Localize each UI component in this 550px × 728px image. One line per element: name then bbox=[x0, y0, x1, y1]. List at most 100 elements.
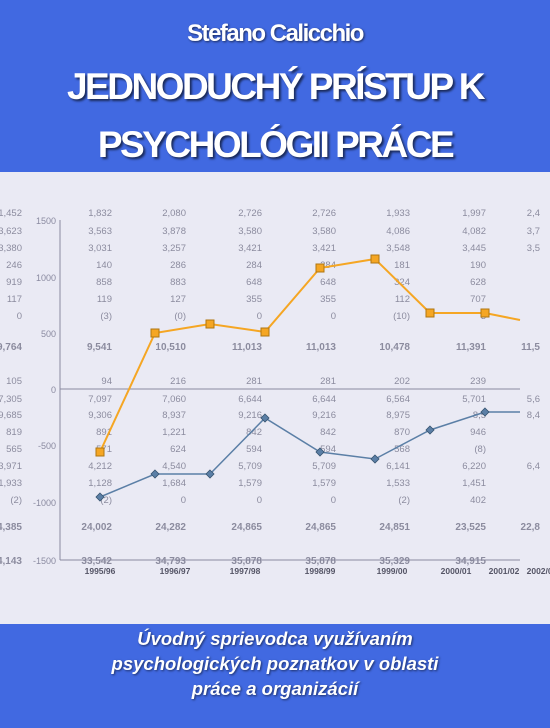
table-cell: 1,452 bbox=[0, 208, 22, 219]
axis-tick-label: 0 bbox=[51, 385, 56, 395]
author-name: Stefano Calicchio bbox=[187, 20, 364, 47]
axis-tick-label: 1500 bbox=[36, 216, 56, 226]
orange-series-marker bbox=[370, 254, 380, 264]
book-title-line-2: PSYCHOLÓGII PRÁCE bbox=[97, 124, 455, 165]
table-cell: 9,216 bbox=[312, 410, 336, 421]
table-cell: 35,878 bbox=[305, 556, 336, 567]
table-cell: 127 bbox=[170, 294, 186, 305]
table-cell: 6,644 bbox=[312, 394, 336, 405]
table-cell: 1,933 bbox=[386, 208, 410, 219]
table-cell: 33,542 bbox=[81, 556, 112, 567]
table-cell: 355 bbox=[246, 294, 262, 305]
orange-series-marker bbox=[95, 447, 105, 457]
table-cell: 6,564 bbox=[386, 394, 410, 405]
table-cell: 3,445 bbox=[462, 243, 486, 254]
table-cell: 870 bbox=[394, 427, 410, 438]
table-cell: 105 bbox=[6, 376, 22, 387]
blue-series-marker bbox=[370, 454, 380, 464]
table-cell: 34,793 bbox=[155, 556, 186, 567]
table-cell: 9,764 bbox=[0, 342, 22, 353]
table-cell: 3,580 bbox=[238, 226, 262, 237]
table-cell: 0 bbox=[181, 495, 186, 506]
table-cell: 3,7 bbox=[527, 226, 540, 237]
blue-series-marker bbox=[260, 413, 270, 423]
table-cell: 883 bbox=[170, 277, 186, 288]
table-cell: 1,933 bbox=[0, 478, 22, 489]
table-cell: 3,421 bbox=[238, 243, 262, 254]
table-cell: 4,540 bbox=[162, 461, 186, 472]
table-cell: 1,451 bbox=[462, 478, 486, 489]
table-cell: 1,579 bbox=[238, 478, 262, 489]
table-cell: 5,709 bbox=[238, 461, 262, 472]
table-cell: 3,548 bbox=[386, 243, 410, 254]
orange-series-marker bbox=[260, 327, 270, 337]
table-cell: 8,5 bbox=[473, 410, 486, 421]
table-cell: 0 bbox=[17, 311, 22, 322]
x-axis-label: 1999/00 bbox=[377, 566, 408, 576]
table-cell: 2,4 bbox=[527, 208, 540, 219]
table-cell: 0 bbox=[257, 311, 262, 322]
table-cell: 2,726 bbox=[312, 208, 336, 219]
table-cell: 648 bbox=[246, 277, 262, 288]
table-cell: (8) bbox=[474, 444, 486, 455]
table-cell: 9,541 bbox=[87, 342, 112, 353]
table-cell: 594 bbox=[320, 444, 336, 455]
table-cell: 24,282 bbox=[155, 522, 186, 533]
table-cell: 842 bbox=[246, 427, 262, 438]
table-cell: 8,975 bbox=[386, 410, 410, 421]
table-cell: (2) bbox=[10, 495, 22, 506]
subtitle-line-3: práce a organizácií bbox=[191, 678, 359, 699]
table-cell: 1,128 bbox=[88, 478, 112, 489]
table-cell: 6,220 bbox=[462, 461, 486, 472]
table-cell: 34,915 bbox=[455, 556, 486, 567]
table-cell: 819 bbox=[6, 427, 22, 438]
table-cell: 2,726 bbox=[238, 208, 262, 219]
table-cell: 284 bbox=[320, 260, 336, 271]
axis-tick-label: -500 bbox=[38, 441, 56, 451]
book-title-line-1: JEDNODUCHÝ PRÍSTUP K bbox=[66, 66, 486, 107]
table-cell: 707 bbox=[470, 294, 486, 305]
table-cell: 11,5 bbox=[521, 342, 540, 353]
table-cell: 3,878 bbox=[162, 226, 186, 237]
table-cell: 286 bbox=[170, 260, 186, 271]
axis-tick-label: 1000 bbox=[36, 273, 56, 283]
blue-series-marker bbox=[315, 447, 325, 457]
table-cell: 1,997 bbox=[462, 208, 486, 219]
orange-series-line bbox=[99, 257, 521, 453]
table-cell: 284 bbox=[246, 260, 262, 271]
table-cell: 624 bbox=[170, 444, 186, 455]
table-cell: 239 bbox=[470, 376, 486, 387]
orange-series-marker bbox=[315, 263, 325, 273]
table-cell: 246 bbox=[6, 260, 22, 271]
subtitle-line-2: psychologických poznatkov v oblasti bbox=[111, 653, 439, 674]
axis-tick-label: -1000 bbox=[33, 498, 56, 508]
table-cell: 216 bbox=[170, 376, 186, 387]
table-cell: 4,212 bbox=[88, 461, 112, 472]
title-block: Stefano Calicchio JEDNODUCHÝ PRÍSTUP K P… bbox=[0, 0, 550, 172]
table-cell: 7,097 bbox=[88, 394, 112, 405]
blue-series-marker bbox=[480, 407, 490, 417]
table-cell: 9,216 bbox=[238, 410, 262, 421]
table-cell: 24,851 bbox=[379, 522, 410, 533]
table-cell: 858 bbox=[96, 277, 112, 288]
table-cell: 891 bbox=[96, 427, 112, 438]
table-cell: 10,510 bbox=[155, 342, 186, 353]
table-cell: 5,6 bbox=[527, 394, 540, 405]
table-cell: 3,257 bbox=[162, 243, 186, 254]
blue-series-marker bbox=[425, 425, 435, 435]
table-cell: (2) bbox=[398, 495, 410, 506]
table-cell: 402 bbox=[470, 495, 486, 506]
table-cell: 24,002 bbox=[81, 522, 112, 533]
table-cell: 4,086 bbox=[386, 226, 410, 237]
table-cell: 3,623 bbox=[0, 226, 22, 237]
table-cell: 117 bbox=[7, 294, 22, 305]
table-cell: (2) bbox=[100, 495, 112, 506]
table-cell: 11,013 bbox=[232, 342, 262, 353]
table-cell: 9,685 bbox=[0, 410, 22, 421]
orange-series-marker bbox=[425, 308, 435, 318]
axis-tick-label: 500 bbox=[41, 329, 56, 339]
table-cell: 5,709 bbox=[312, 461, 336, 472]
orange-series-marker bbox=[205, 319, 215, 329]
table-cell: 946 bbox=[470, 427, 486, 438]
